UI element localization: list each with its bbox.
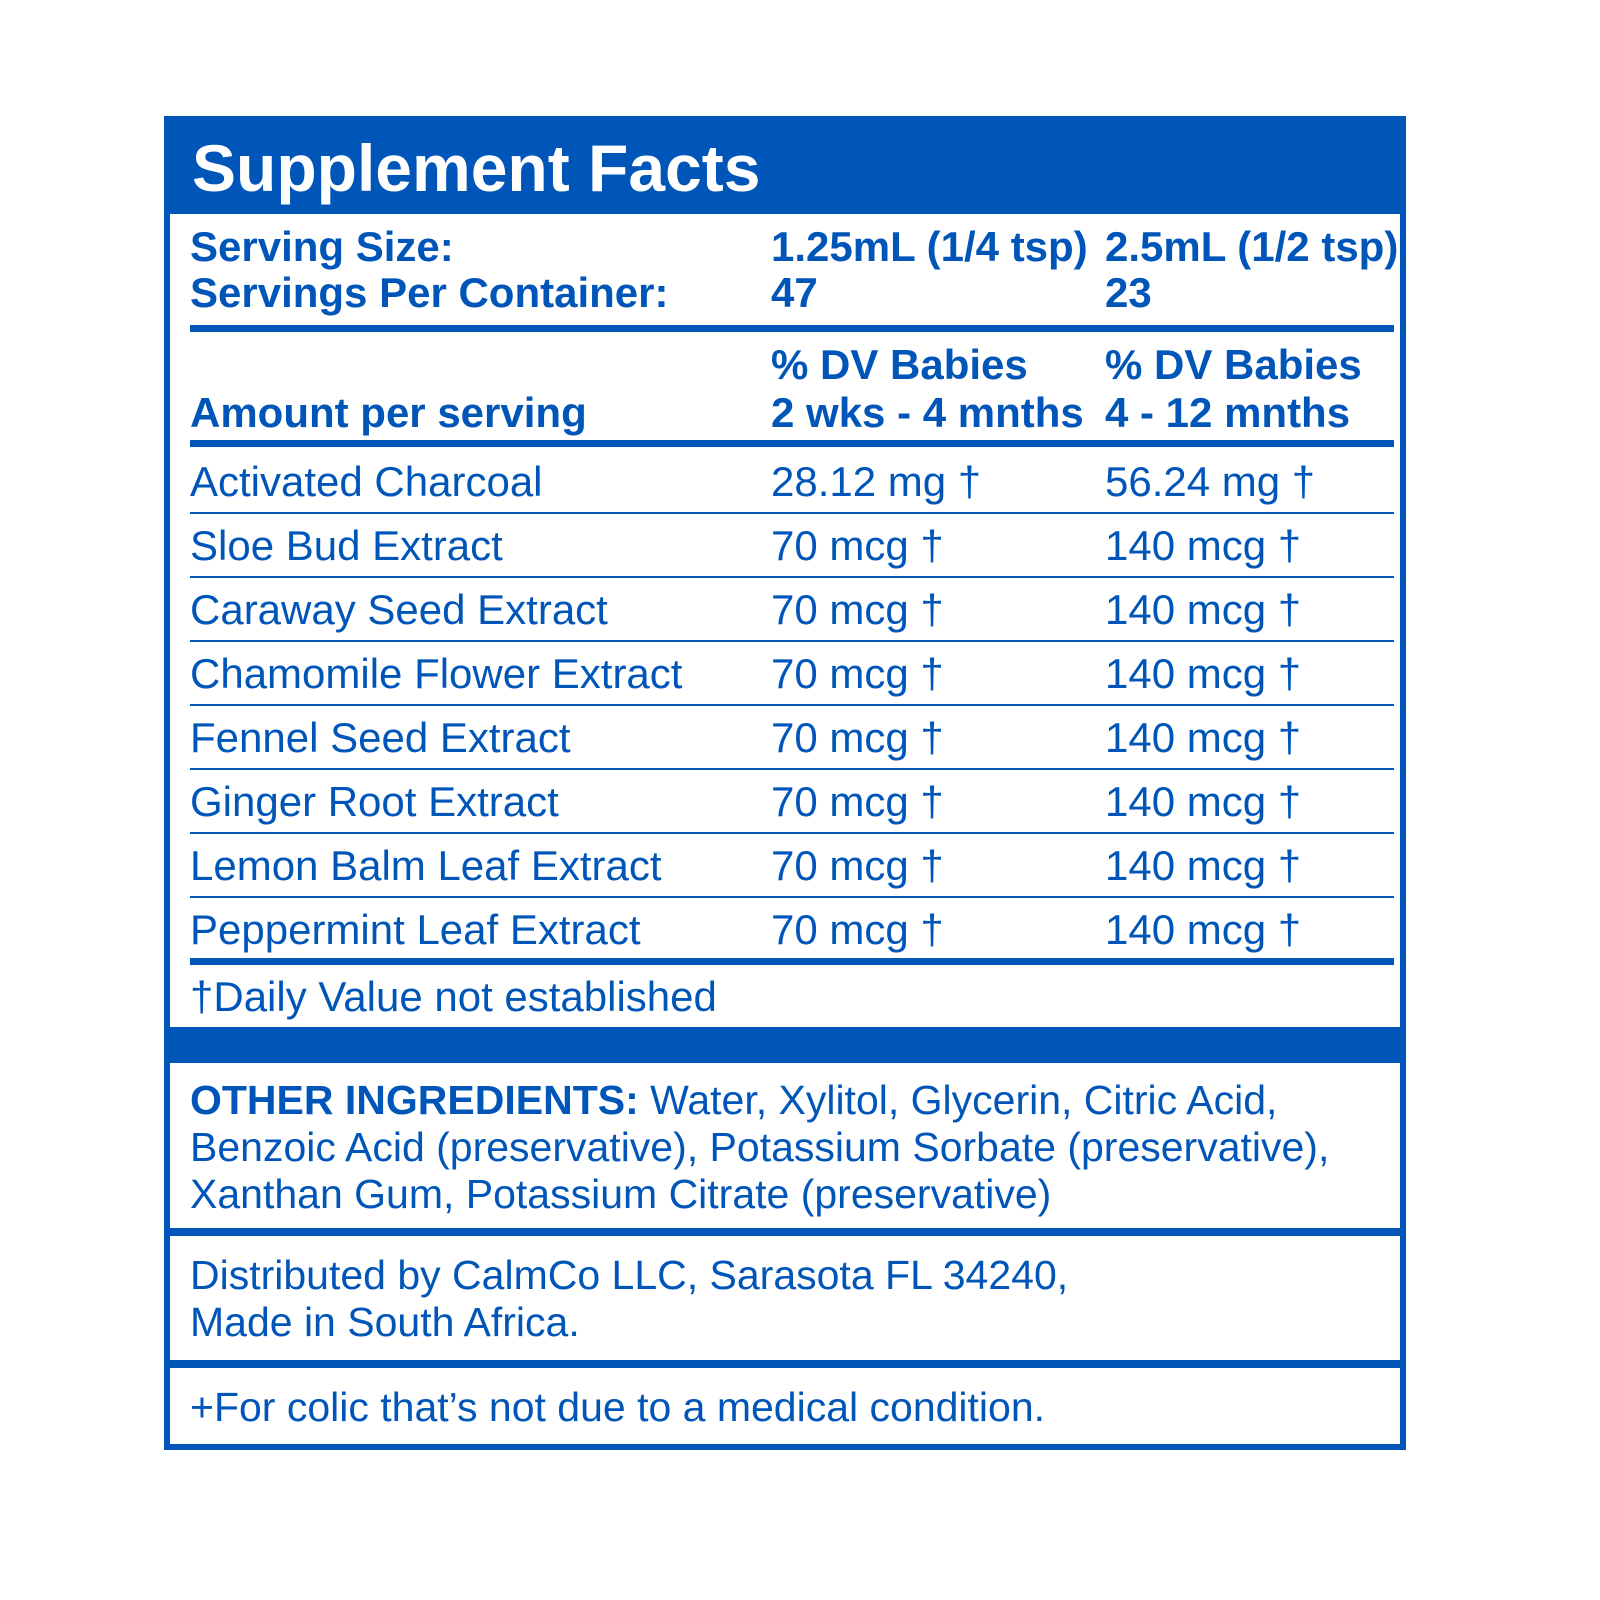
ingredient-name: Lemon Balm Leaf Extract: [190, 842, 662, 889]
servings-col1: 47: [771, 269, 818, 316]
row-divider: [190, 576, 1394, 578]
title-bar: Supplement Facts: [170, 122, 1400, 214]
row-divider: [190, 896, 1394, 898]
divider: [170, 1360, 1400, 1368]
servings-col2: 23: [1105, 269, 1152, 316]
ingredient-name: Ginger Root Extract: [190, 778, 559, 825]
ingredient-name: Fennel Seed Extract: [190, 714, 571, 761]
other-ingredients: OTHER INGREDIENTS: Water, Xylitol, Glyce…: [190, 1077, 1329, 1218]
divider: [170, 1228, 1400, 1236]
row-divider: [190, 640, 1394, 642]
disclaimer: +For colic that’s not due to a medical c…: [190, 1384, 1046, 1430]
other-ingredients-line3: Xanthan Gum, Potassium Citrate (preserva…: [190, 1171, 1052, 1217]
other-ingredients-label: OTHER INGREDIENTS:: [190, 1077, 639, 1123]
row-divider: [190, 832, 1394, 834]
row-divider: [190, 768, 1394, 770]
other-ingredients-line1: Water, Xylitol, Glycerin, Citric Acid,: [638, 1077, 1278, 1123]
ingredient-amount-col2: 140 mcg †: [1105, 522, 1302, 569]
divider: [190, 958, 1394, 965]
amount-per-serving-label: Amount per serving: [190, 389, 587, 436]
dv-col1-line1: % DV Babies: [771, 341, 1028, 388]
distributor-line2: Made in South Africa.: [190, 1299, 580, 1345]
divider: [190, 325, 1394, 332]
ingredient-amount-col1: 70 mcg †: [771, 714, 944, 761]
ingredient-amount-col2: 56.24 mg †: [1105, 458, 1316, 505]
ingredient-amount-col2: 140 mcg †: [1105, 714, 1302, 761]
serving-size-label: Serving Size:: [190, 223, 454, 270]
ingredient-amount-col1: 70 mcg †: [771, 842, 944, 889]
ingredient-amount-col2: 140 mcg †: [1105, 650, 1302, 697]
panel-title: Supplement Facts: [192, 131, 761, 205]
footnote: †Daily Value not established: [190, 973, 717, 1020]
ingredient-name: Chamomile Flower Extract: [190, 650, 683, 697]
serving-size-col1: 1.25mL (1/4 tsp): [771, 223, 1088, 270]
other-ingredients-line2: Benzoic Acid (preservative), Potassium S…: [190, 1124, 1330, 1170]
row-divider: [190, 704, 1394, 706]
ingredient-name: Sloe Bud Extract: [190, 522, 503, 569]
ingredient-amount-col1: 70 mcg †: [771, 522, 944, 569]
dv-col2-line1: % DV Babies: [1105, 341, 1362, 388]
ingredient-name: Peppermint Leaf Extract: [190, 906, 641, 953]
divider-band: [170, 1027, 1400, 1063]
ingredient-amount-col1: 70 mcg †: [771, 778, 944, 825]
row-divider: [190, 512, 1394, 514]
ingredient-amount-col2: 140 mcg †: [1105, 906, 1302, 953]
ingredient-name: Activated Charcoal: [190, 458, 543, 505]
ingredient-amount-col2: 140 mcg †: [1105, 842, 1302, 889]
ingredient-amount-col1: 28.12 mg †: [771, 458, 982, 505]
supplement-facts-panel: Supplement Facts Serving Size: Servings …: [164, 116, 1406, 1450]
distributor-line1: Distributed by CalmCo LLC, Sarasota FL 3…: [190, 1252, 1069, 1298]
ingredient-amount-col1: 70 mcg †: [771, 906, 944, 953]
ingredient-amount-col1: 70 mcg †: [771, 650, 944, 697]
dv-col1-line2: 2 wks - 4 mnths: [771, 389, 1084, 436]
distributor: Distributed by CalmCo LLC, Sarasota FL 3…: [190, 1252, 1068, 1346]
ingredient-name: Caraway Seed Extract: [190, 586, 608, 633]
divider: [190, 440, 1394, 447]
dv-col2-line2: 4 - 12 mnths: [1105, 389, 1351, 436]
ingredient-amount-col2: 140 mcg †: [1105, 778, 1302, 825]
ingredient-amount-col2: 140 mcg †: [1105, 586, 1302, 633]
servings-per-container-label: Servings Per Container:: [190, 269, 669, 316]
ingredient-amount-col1: 70 mcg †: [771, 586, 944, 633]
serving-size-col2: 2.5mL (1/2 tsp): [1105, 223, 1399, 270]
